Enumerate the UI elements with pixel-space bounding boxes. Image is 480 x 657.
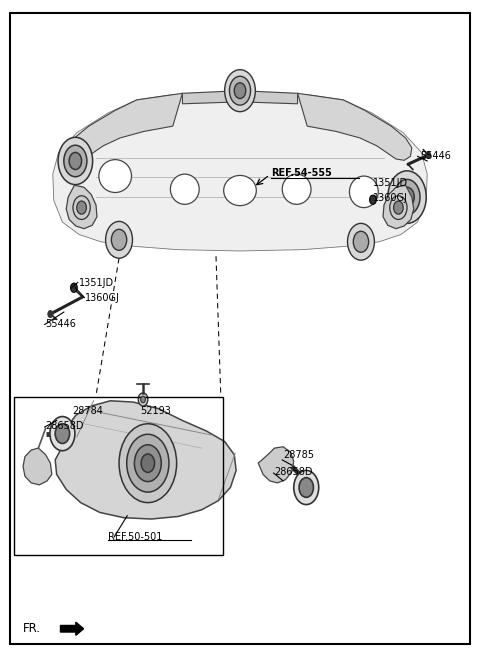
Circle shape [138,393,148,406]
Circle shape [73,196,90,219]
Text: 1351JD: 1351JD [79,277,114,288]
Circle shape [58,137,93,185]
Circle shape [64,145,87,177]
Text: 28784: 28784 [72,405,103,416]
Circle shape [77,201,86,214]
Text: 55446: 55446 [420,151,451,162]
Ellipse shape [224,175,256,206]
Polygon shape [53,93,427,251]
Text: FR.: FR. [23,622,41,635]
Polygon shape [258,447,294,483]
Text: 52193: 52193 [141,405,171,416]
Circle shape [234,83,246,99]
Polygon shape [68,93,182,160]
Text: 1360GJ: 1360GJ [373,193,408,204]
Text: 28658D: 28658D [46,420,84,431]
Circle shape [111,229,127,250]
Circle shape [141,454,155,472]
Polygon shape [23,448,52,485]
Circle shape [400,187,414,207]
Circle shape [50,417,75,451]
Circle shape [69,152,82,170]
Circle shape [106,221,132,258]
FancyArrow shape [60,622,84,635]
Polygon shape [383,185,414,229]
Circle shape [294,470,319,505]
Circle shape [134,445,161,482]
Text: 55446: 55446 [46,319,76,329]
Circle shape [229,76,251,105]
Ellipse shape [170,174,199,204]
Text: 28785: 28785 [283,450,314,461]
Ellipse shape [349,176,378,208]
Circle shape [426,152,431,158]
Circle shape [71,283,77,292]
Text: REF.54-555: REF.54-555 [271,168,332,178]
Text: 28658D: 28658D [275,466,313,477]
Circle shape [48,311,53,317]
Circle shape [127,434,169,492]
Bar [14,397,223,555]
Polygon shape [66,185,97,229]
Polygon shape [298,93,412,160]
Text: 1360GJ: 1360GJ [85,292,120,303]
Circle shape [119,424,177,503]
Circle shape [348,223,374,260]
Circle shape [390,196,407,219]
Circle shape [394,201,403,214]
Polygon shape [55,401,236,519]
Circle shape [141,396,145,403]
Text: 1351JD: 1351JD [373,177,408,188]
Circle shape [394,179,420,215]
Ellipse shape [99,160,132,193]
Polygon shape [182,91,298,104]
Circle shape [353,231,369,252]
Text: REF.50-501: REF.50-501 [108,532,162,542]
Circle shape [370,195,376,204]
Circle shape [299,478,313,497]
Ellipse shape [282,174,311,204]
Circle shape [388,171,426,223]
Circle shape [225,70,255,112]
Circle shape [55,424,70,443]
